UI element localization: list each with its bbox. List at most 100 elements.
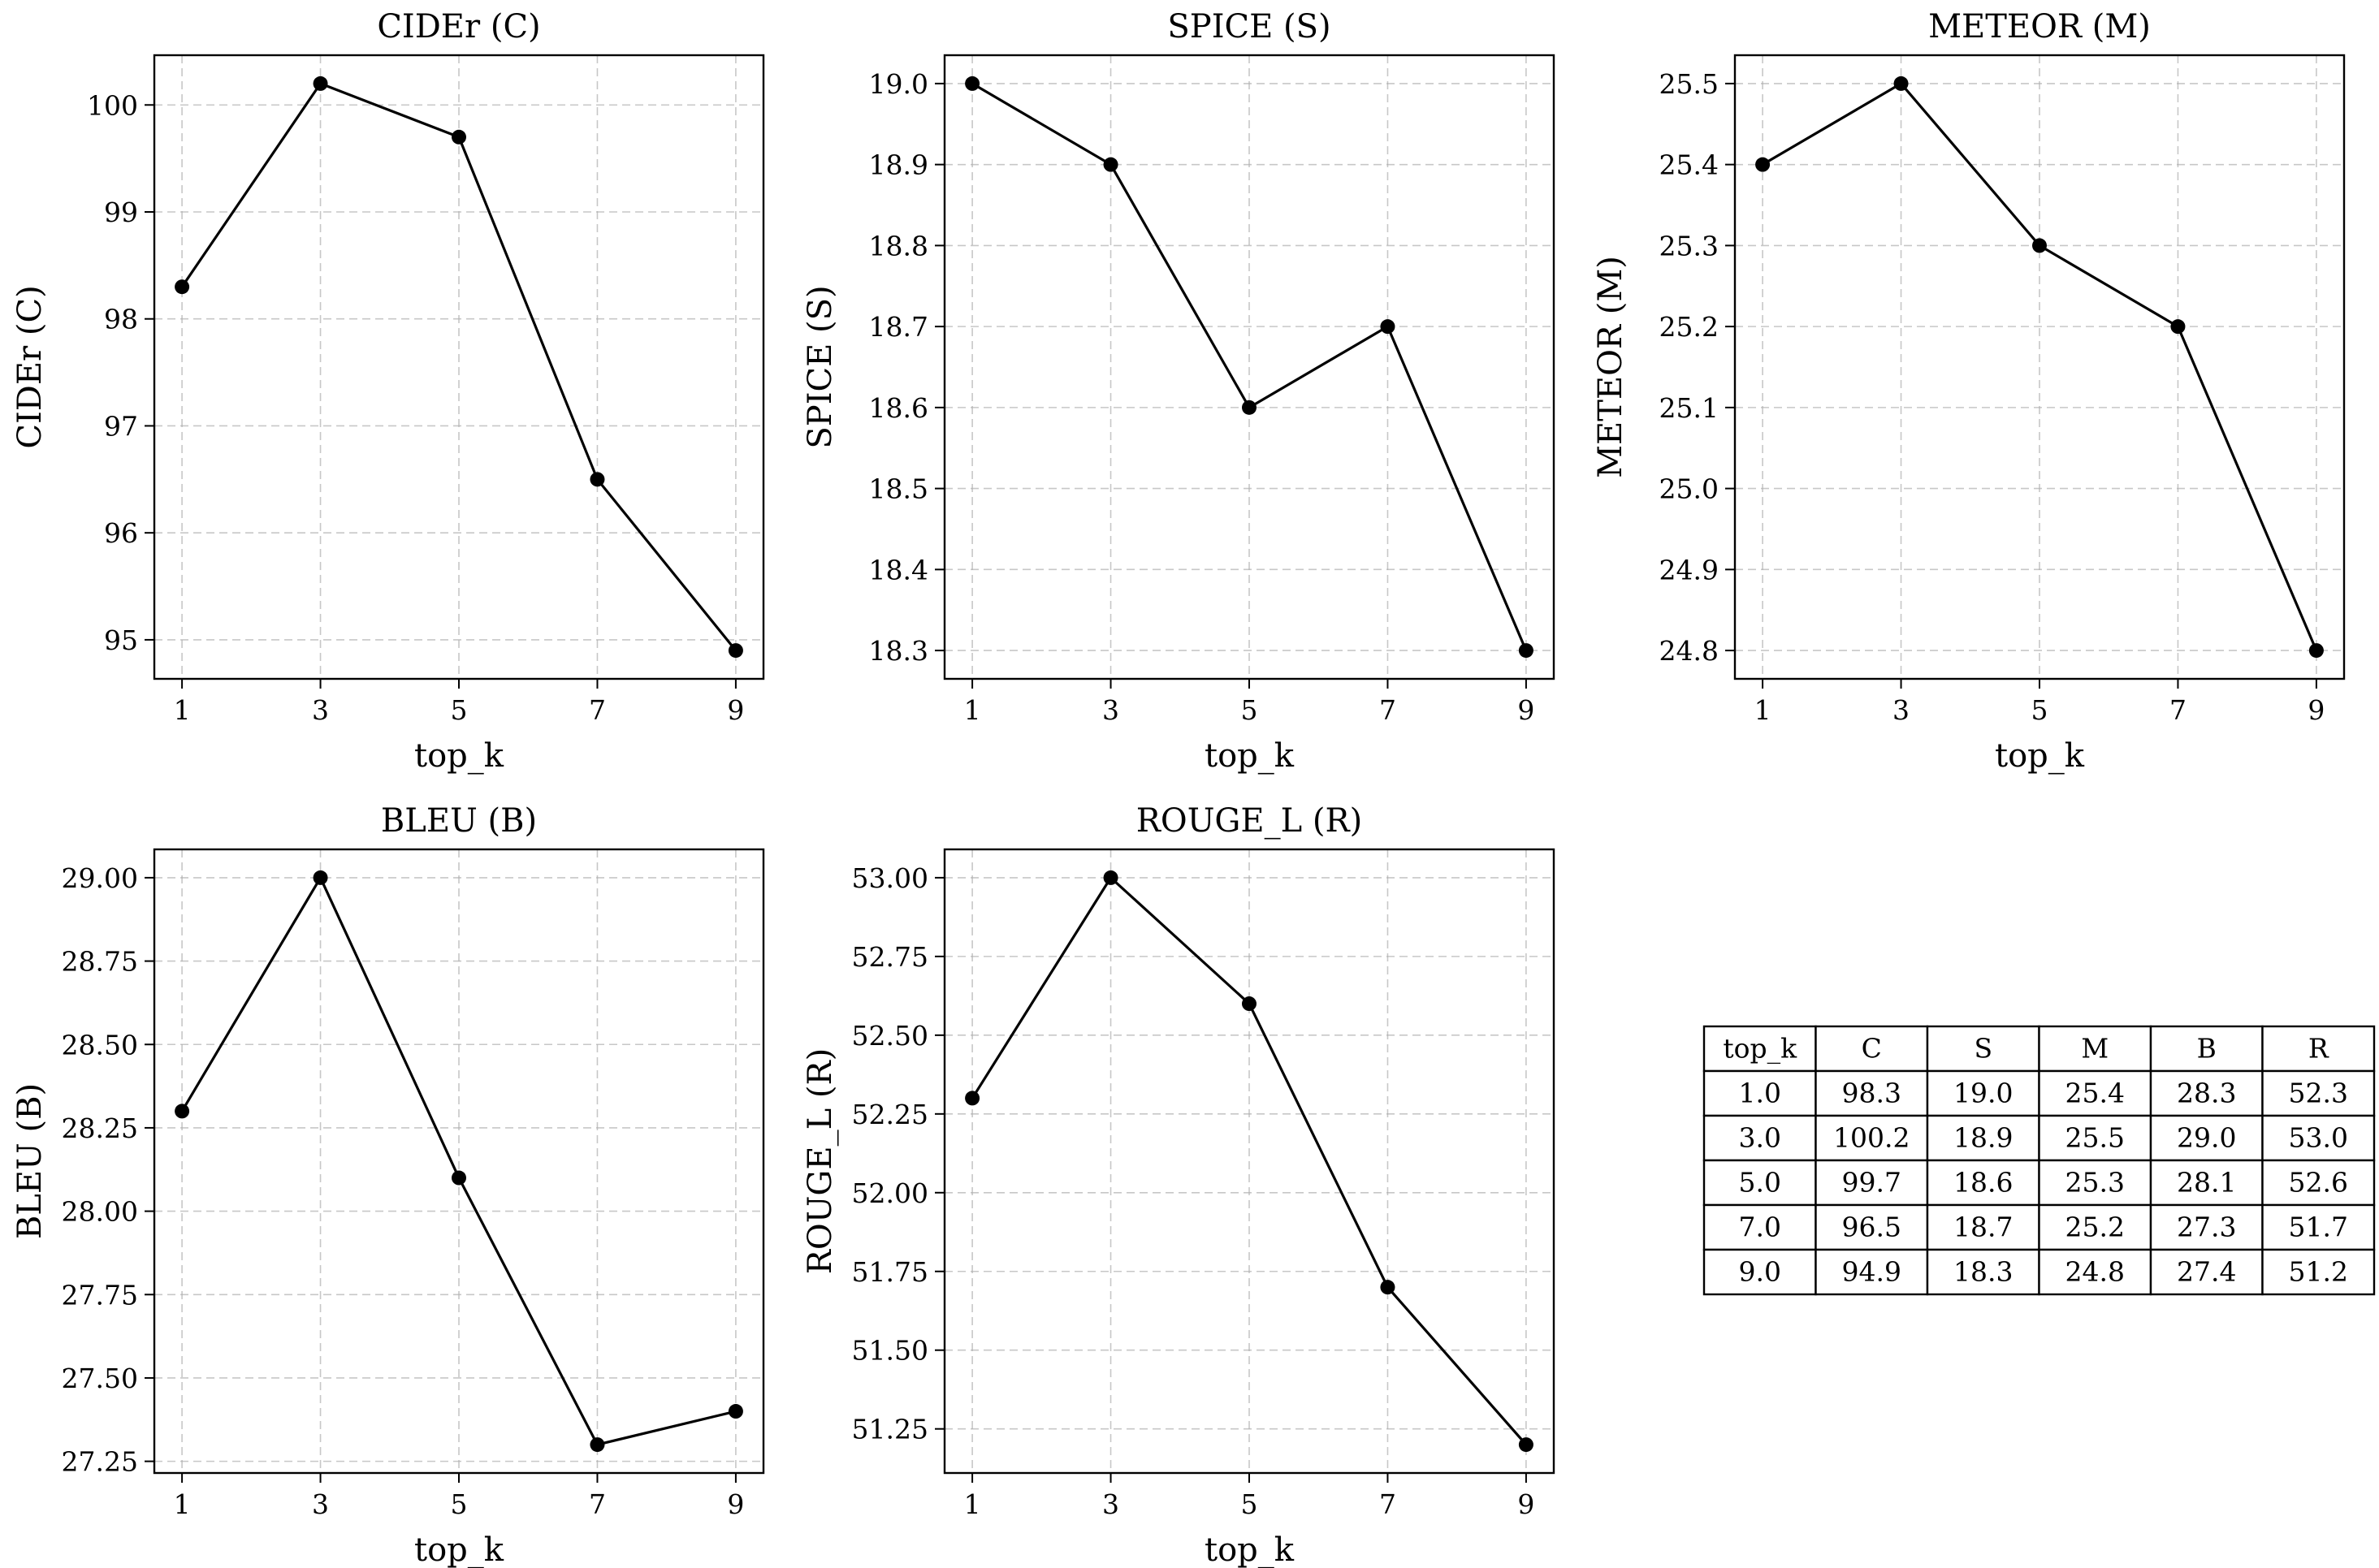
table-cell <box>2261 1248 2376 1296</box>
table-cell-text: 18.6 <box>1953 1167 2013 1199</box>
data-point <box>1242 400 1257 415</box>
y-tick-label: 97 <box>104 410 138 442</box>
data-point <box>965 76 980 91</box>
table-header-text: R <box>2308 1033 2329 1065</box>
y-tick-label: 96 <box>104 517 138 549</box>
data-point <box>1242 996 1257 1012</box>
x-tick-label: 9 <box>727 694 744 726</box>
x-axis-title: top_k <box>414 1531 504 1568</box>
y-tick-label: 27.50 <box>62 1363 138 1394</box>
y-axis-title: BLEU (B) <box>11 1083 49 1239</box>
y-tick-label: 29.00 <box>62 862 138 894</box>
table-cell <box>1702 1159 1817 1207</box>
table-cell <box>2149 1248 2264 1296</box>
axes-frame <box>943 848 1555 1475</box>
data-point <box>2308 643 2324 659</box>
y-tick-label: 24.9 <box>1659 554 1719 585</box>
y-tick-label: 25.3 <box>1659 230 1719 261</box>
table-cell <box>2149 1069 2264 1117</box>
chart-panel-2: 1 3 5 7 9 18.3 18.4 18.5 18.6 18.7 18.8 18.9 19.0 SPI… <box>802 8 1555 775</box>
table-cell <box>1702 1114 1817 1162</box>
y-tick-label: 18.8 <box>869 230 928 261</box>
table-header-text: S <box>1974 1033 1992 1065</box>
table-cell-text: 25.5 <box>2065 1122 2125 1154</box>
x-tick-label: 3 <box>1102 694 1119 726</box>
data-point <box>1380 319 1395 335</box>
y-tick-label: 51.75 <box>852 1256 928 1288</box>
y-tick-label: 98 <box>104 304 138 335</box>
axes-frame <box>153 848 765 1475</box>
chart-panel-1: 1 3 5 7 9 95 96 97 98 99 100 CIDEr (C) top_k CIDEr (C… <box>11 8 765 775</box>
table-cell-text: 7.0 <box>1739 1212 1781 1243</box>
x-tick-label: 5 <box>2031 694 2048 726</box>
y-tick-label: 27.75 <box>62 1279 138 1311</box>
table-cell-text: 1.0 <box>1739 1078 1781 1109</box>
data-point <box>965 1091 980 1106</box>
y-tick-label: 28.25 <box>62 1112 138 1144</box>
x-tick-label: 9 <box>1517 1488 1534 1520</box>
table-cell <box>2261 1203 2376 1251</box>
x-tick-label: 1 <box>964 694 981 726</box>
chart-panel-5: 1 3 5 7 9 51.25 51.50 51.75 52.00 52.25 52.50 52.75… <box>802 802 1555 1568</box>
table-cell-text: 28.1 <box>2177 1167 2236 1199</box>
data-point <box>452 1170 466 1186</box>
data-point <box>2170 319 2186 335</box>
x-tick-label: 3 <box>1102 1488 1119 1520</box>
data-point <box>2032 238 2047 253</box>
x-tick-label: 7 <box>1379 694 1396 726</box>
y-tick-label: 25.1 <box>1659 392 1719 424</box>
axes-frame <box>1733 54 2346 680</box>
y-tick-label: 18.3 <box>869 635 928 667</box>
data-point <box>1380 1280 1395 1295</box>
table-cell-text: 52.6 <box>2289 1167 2348 1199</box>
table-cell-text: 25.2 <box>2065 1212 2125 1243</box>
table-cell-text: 29.0 <box>2177 1122 2236 1154</box>
table-cell-text: 25.3 <box>2065 1167 2125 1199</box>
chart-panel-3: 1 3 5 7 9 24.8 24.9 25.0 25.1 25.2 25.3 25.4 25.5 MET… <box>1592 8 2346 775</box>
y-tick-label: 52.25 <box>852 1099 928 1130</box>
table-cell-text: 27.3 <box>2177 1212 2236 1243</box>
x-tick-label: 1 <box>174 694 191 726</box>
y-tick-label: 19.0 <box>869 68 928 100</box>
table-cell-text: 25.4 <box>2065 1078 2125 1109</box>
table-cell-text: 5.0 <box>1739 1167 1781 1199</box>
table-cell <box>2261 1114 2376 1162</box>
table-cell-text: 52.3 <box>2289 1078 2348 1109</box>
panel-title: METEOR (M) <box>1928 8 2151 45</box>
data-point <box>1518 643 1533 659</box>
x-tick-label: 5 <box>451 1488 468 1520</box>
panel-title: SPICE (S) <box>1167 8 1330 45</box>
y-tick-label: 24.8 <box>1659 635 1719 667</box>
table-header-text: M <box>2081 1033 2109 1065</box>
table-cell-text: 18.9 <box>1953 1122 2013 1154</box>
table-cell-text: 3.0 <box>1739 1122 1781 1154</box>
x-tick-label: 1 <box>174 1488 191 1520</box>
x-tick-label: 7 <box>589 694 606 726</box>
x-tick-label: 7 <box>589 1488 606 1520</box>
y-tick-label: 95 <box>104 624 138 656</box>
table-cell <box>2149 1114 2264 1162</box>
y-tick-label: 99 <box>104 197 138 228</box>
x-tick-label: 7 <box>1379 1488 1396 1520</box>
table-cell-text: 94.9 <box>1842 1256 1901 1288</box>
table-cell <box>2261 1069 2376 1117</box>
y-axis-title: ROUGE_L (R) <box>802 1048 839 1274</box>
table-header-text: top_k <box>1723 1033 1797 1065</box>
x-tick-label: 9 <box>1517 694 1534 726</box>
y-tick-label: 18.6 <box>869 392 928 424</box>
data-point <box>1518 1437 1533 1453</box>
x-tick-label: 1 <box>1754 694 1771 726</box>
table-cell-text: 51.7 <box>2289 1212 2348 1243</box>
table-header-cell <box>2149 1025 2264 1073</box>
table-cell <box>1815 1159 1929 1207</box>
x-tick-label: 1 <box>964 1488 981 1520</box>
x-axis-title: top_k <box>1205 737 1295 775</box>
data-point <box>590 472 605 487</box>
panel-title: BLEU (B) <box>381 802 537 840</box>
table-header-text: B <box>2197 1033 2217 1065</box>
y-axis-title: SPICE (S) <box>802 285 839 448</box>
table-cell <box>2038 1114 2152 1162</box>
y-tick-label: 18.5 <box>869 473 928 505</box>
y-tick-label: 52.75 <box>852 941 928 973</box>
